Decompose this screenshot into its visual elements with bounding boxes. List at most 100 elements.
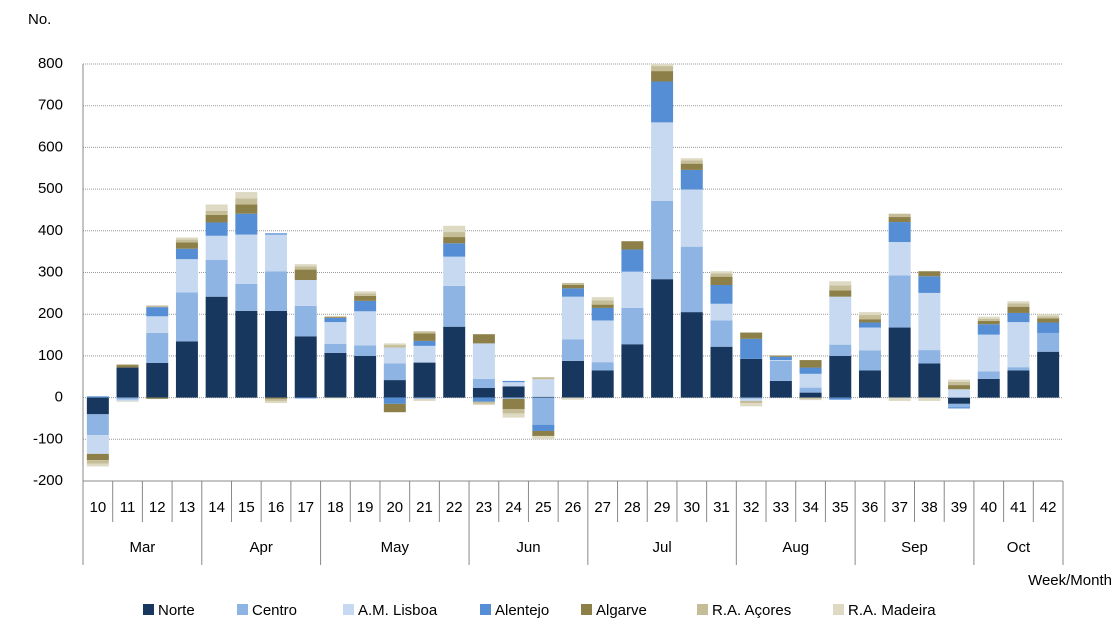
bar-segment [562,339,584,361]
bar-segment [324,343,347,353]
x-tick-label: 10 [90,499,107,516]
bar-segment [175,239,198,243]
month-label: Oct [1007,539,1031,556]
bar-segment [977,371,1000,379]
bar-segment [888,213,911,218]
bar-segment [472,397,495,402]
bar-segment [443,326,466,398]
x-tick-label: 13 [179,499,196,516]
bar-segment [86,453,109,461]
month-label: Mar [129,539,155,556]
bar-segment [858,327,881,351]
bar-segment [324,352,347,398]
bar-segment [294,305,317,337]
bar-segment [918,397,941,401]
bar-segment [977,320,1000,325]
bar-segment [265,271,288,311]
x-tick-label: 16 [268,499,285,516]
x-tick-label: 11 [120,499,136,516]
bar-segment [740,338,763,359]
bar-segment [443,243,466,257]
bar-segment [621,241,644,250]
bar-segment [799,392,822,398]
bar-segment [532,396,555,398]
month-label: Jul [652,539,671,556]
bar-segment [710,320,733,347]
bar-segment [294,264,317,267]
bar-segment [740,403,763,407]
bar-segment [383,345,406,348]
bar-segment [443,237,466,244]
bar-segment [829,281,852,286]
bar-segment [116,397,139,400]
legend-label: Norte [158,602,195,619]
bar-segment [235,213,258,235]
bar-segment [413,398,436,401]
bar-segment [294,266,317,270]
bar-segment [888,275,911,328]
bar-segment [740,358,763,398]
bar-segment [680,312,703,398]
x-tick-label: 12 [149,499,166,516]
bar-segment [443,225,466,233]
bar-segment [977,334,1000,372]
bar-segment [562,296,584,340]
bar-segment [1037,316,1060,319]
month-label: Apr [250,539,273,556]
x-tick-label: 19 [357,499,374,516]
x-tick-label: 30 [683,499,700,516]
bar-segment [265,400,288,404]
y-tick-label: -100 [33,430,63,447]
bar-segment [769,360,792,361]
bar-segment [829,290,852,297]
bar-segment [769,355,792,356]
y-tick-label: 500 [38,180,63,197]
bar-segment [146,397,169,399]
bar-segment [948,397,971,404]
bar-segment [918,271,941,277]
bar-segment [383,380,406,398]
bar-segment [413,331,436,334]
bar-segment [1007,312,1030,323]
bar-segment [858,315,881,320]
bar-segment [413,397,436,399]
bar-segment [710,346,733,398]
bar-segment [472,403,495,406]
legend-swatch [343,604,354,615]
bar-segment [621,249,644,272]
bar-segment [116,400,139,402]
x-tick-label: 33 [773,499,790,516]
bar-segment [235,310,258,398]
y-tick-label: 600 [38,138,63,155]
bar-segment [86,435,109,454]
bar-segment [413,340,436,346]
bar-segment [888,222,911,243]
y-tick-label: 800 [38,55,63,72]
x-tick-label: 32 [743,499,760,516]
bar-segment [532,377,555,380]
bar-segment [146,362,169,398]
bar-segment [948,403,971,408]
bar-segment [1007,303,1030,307]
bar-segment [205,235,228,260]
bar-segment [888,327,911,398]
bar-segment [680,189,703,247]
bar-segment [265,233,288,235]
legend-label: R.A. Açores [712,602,791,619]
bar-segment [413,333,436,341]
x-tick-label: 17 [297,499,314,516]
bar-segment [888,242,911,276]
x-tick-label: 22 [446,499,463,516]
bar-segment [265,398,288,401]
bar-segment [740,398,763,401]
x-tick-label: 27 [594,499,611,516]
bar-segment [977,324,1000,335]
x-tick-label: 35 [832,499,849,516]
bar-segment [294,269,317,281]
x-tick-label: 31 [713,499,730,516]
bar-segment [651,200,674,280]
bar-segment [532,435,555,440]
legend-swatch [480,604,491,615]
bar-segment [651,279,674,398]
